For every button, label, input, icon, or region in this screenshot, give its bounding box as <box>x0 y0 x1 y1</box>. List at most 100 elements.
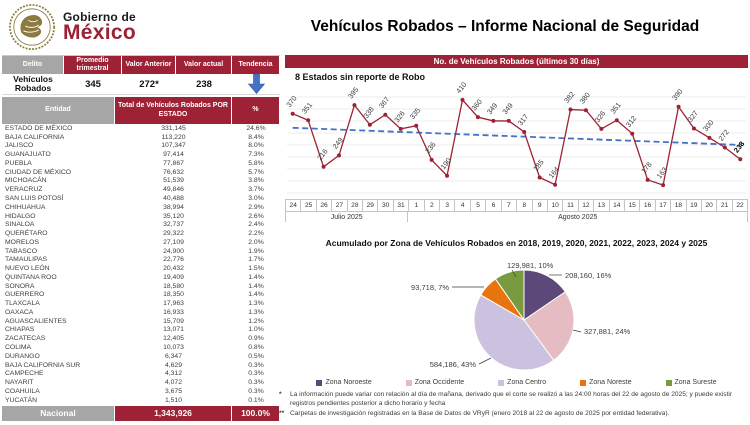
x-axis-month-groups: Julio 2025 Agosto 2025 <box>285 212 748 222</box>
legend-marker <box>316 379 323 386</box>
legend-item: Zona Noroeste <box>316 379 372 386</box>
x-tick: 4 <box>455 200 471 211</box>
pie-slice <box>523 291 575 361</box>
state-pct-cell: 1.3% <box>248 300 264 308</box>
state-name-cell: COLIMA <box>5 344 32 352</box>
state-pct-cell: 5.7% <box>248 168 264 176</box>
state-name-cell: TAMAULIPAS <box>5 256 48 264</box>
state-pct-cell: 0.8% <box>248 344 264 352</box>
x-tick: 16 <box>640 200 656 211</box>
pie-slice-label: 584,186, 43% <box>430 360 477 369</box>
footnote-1-mark: * <box>279 391 282 398</box>
state-total-cell: 49,846 <box>163 186 184 194</box>
state-table-footer: Nacional 1,343,926 100.0% <box>2 405 280 421</box>
data-label: 351 <box>608 100 622 115</box>
x-tick: 9 <box>533 200 548 211</box>
state-name-cell: OAXACA <box>5 308 34 316</box>
table-row: NUEVO LEÓN 20,432 1.5% <box>2 264 280 273</box>
data-label: 382 <box>562 90 576 105</box>
table-row: BAJA CALIFORNIA SUR 4,629 0.3% <box>2 361 280 370</box>
state-total-cell: 6,347 <box>164 352 182 360</box>
summary-anterior-value: 272* <box>139 78 159 90</box>
table-row: VERACRUZ 49,846 3.7% <box>2 185 280 194</box>
table-row: TAMAULIPAS 22,776 1.7% <box>2 255 280 264</box>
state-pct-cell: 3.8% <box>248 177 264 185</box>
table-row: ZACATECAS 12,405 0.9% <box>2 334 280 343</box>
state-pct-cell: 1.4% <box>248 291 264 299</box>
state-name-cell: YUCATÁN <box>5 396 37 404</box>
x-tick: 26 <box>317 200 333 211</box>
state-name-cell: MICHOACÁN <box>5 177 47 185</box>
table-row: SONORA 18,580 1.4% <box>2 282 280 291</box>
state-total-cell: 51,539 <box>163 177 184 185</box>
state-total-cell: 76,632 <box>163 168 184 176</box>
state-name-cell: CAMPECHE <box>5 370 44 378</box>
table-row: PUEBLA 77,867 5.8% <box>2 159 280 168</box>
state-name-cell: GUANAJUATO <box>5 151 51 159</box>
line-chart-x-axis: 24 25 26 27 28 29 30 31 1 2 3 4 5 6 7 8 9 10 11 12 13 14 15 16 1… <box>285 199 749 222</box>
state-total-cell: 4,072 <box>164 379 182 387</box>
state-name-cell: HIDALGO <box>5 212 36 220</box>
x-axis-day-cells: 24 25 26 27 28 29 30 31 1 2 3 4 5 6 7 8 9 10 11 12 13 14 15 16 1… <box>285 199 749 212</box>
state-total-cell: 29,322 <box>163 230 184 238</box>
state-header-entidad: Entidad <box>2 97 115 124</box>
legend-label: Zona Occidente <box>414 379 465 386</box>
legend-item: Zona Occidente <box>405 379 465 386</box>
left-panel: Delito Promedio trimestral Valor Anterio… <box>2 55 280 421</box>
state-pct-cell: 8.4% <box>248 133 264 141</box>
table-row: COLIMA 10,073 0.8% <box>2 343 280 352</box>
state-pct-cell: 1.5% <box>248 265 264 273</box>
data-label: 380 <box>577 90 591 105</box>
x-tick: 19 <box>687 200 702 211</box>
x-tick: 13 <box>594 200 610 211</box>
data-label: 390 <box>670 87 684 102</box>
state-name-cell: CHIHUAHUA <box>5 203 46 211</box>
state-header-total: Total de Vehículos Robados POR ESTADO <box>115 97 232 124</box>
state-name-cell: ESTADO DE MÉXICO <box>5 124 73 132</box>
state-name-cell: DURANGO <box>5 352 40 360</box>
state-name-cell: NAYARIT <box>5 379 34 387</box>
state-pct-cell: 1.2% <box>248 317 264 325</box>
national-pct: 100.0% <box>232 405 280 421</box>
state-name-cell: COAHUILA <box>5 387 40 395</box>
state-name-cell: CHIAPAS <box>5 326 35 334</box>
legend-label: Zona Centro <box>507 379 547 386</box>
table-row: YUCATÁN 1,510 0.1% <box>2 396 280 405</box>
state-total-cell: 97,414 <box>163 151 184 159</box>
state-total-cell: 10,073 <box>163 344 184 352</box>
state-name-cell: VERACRUZ <box>5 186 43 194</box>
footnote-1-text: La información puede variar con relación… <box>290 391 733 407</box>
x-tick: 24 <box>286 200 302 211</box>
state-total-cell: 12,405 <box>163 335 184 343</box>
table-row: DURANGO 6,347 0.5% <box>2 352 280 361</box>
x-tick: 2 <box>425 200 441 211</box>
data-label: 370 <box>284 94 298 109</box>
x-tick: 10 <box>548 200 564 211</box>
footnote-2-text: Carpetas de investigación registradas en… <box>290 409 670 417</box>
data-label: 249 <box>331 136 345 151</box>
x-tick: 30 <box>378 200 394 211</box>
state-total-cell: 22,776 <box>163 256 184 264</box>
table-row: CHIHUAHUA 38,994 2.9% <box>2 203 280 212</box>
x-tick: 18 <box>671 200 687 211</box>
data-label: 351 <box>300 100 314 115</box>
table-row: BAJA CALIFORNIA 113,220 8.4% <box>2 133 280 142</box>
legend-label: Zona Noroeste <box>325 379 372 386</box>
summary-delito-value: Vehículos Robados <box>13 74 53 93</box>
logo-text-line2: México <box>63 20 136 44</box>
table-row: QUINTANA ROO 19,409 1.4% <box>2 273 280 282</box>
state-total-cell: 27,109 <box>163 238 184 246</box>
national-total: 1,343,926 <box>115 405 232 421</box>
legend-marker <box>405 379 412 386</box>
state-pct-cell: 1.4% <box>248 273 264 281</box>
table-row: CHIAPAS 13,071 1.0% <box>2 326 280 335</box>
state-pct-cell: 3.7% <box>248 186 264 194</box>
data-label: 326 <box>392 109 406 124</box>
state-name-cell: BAJA CALIFORNIA <box>5 133 65 141</box>
state-name-cell: TLAXCALA <box>5 300 40 308</box>
state-name-cell: QUERÉTARO <box>5 230 48 238</box>
state-pct-cell: 0.9% <box>248 335 264 343</box>
table-row: CIUDAD DE MÉXICO 76,632 5.7% <box>2 168 280 177</box>
footnotes: * La información puede variar con relaci… <box>279 391 744 420</box>
